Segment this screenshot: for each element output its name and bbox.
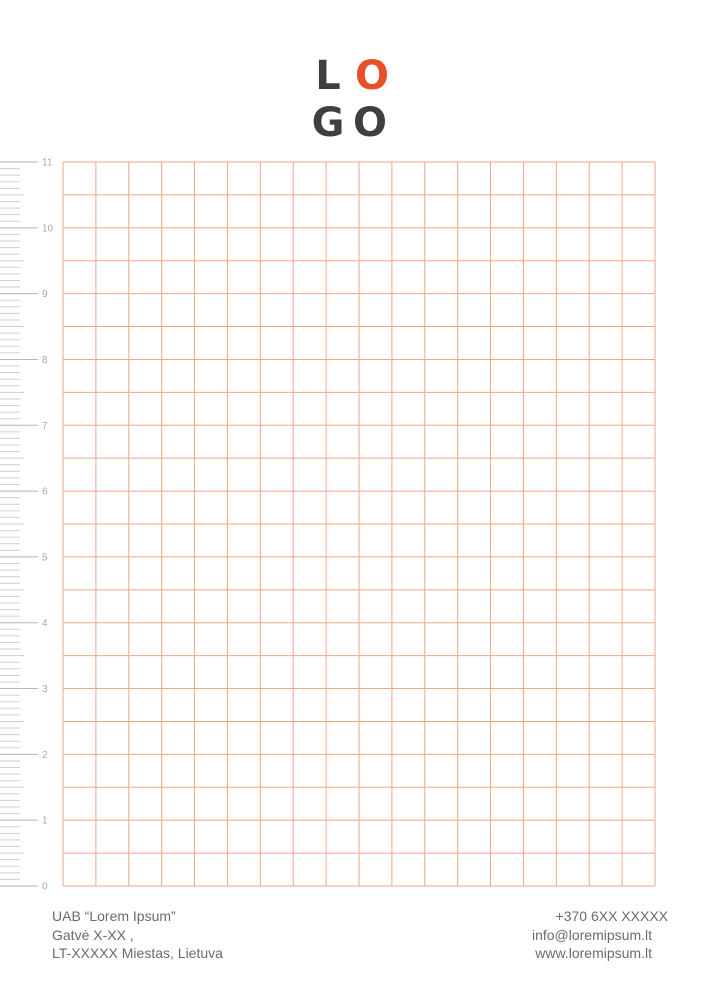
ruler-label: 11 <box>42 158 53 169</box>
ruler: 0 1 2 3 4 5 6 7 8 9 10 11 <box>0 158 54 893</box>
ruler-label: 8 <box>42 355 48 366</box>
logo-letter: O <box>353 100 387 146</box>
company-name: UAB “Lorem Ipsum” <box>52 908 176 924</box>
logo-letter: L <box>315 53 341 99</box>
ruler-label: 2 <box>42 750 48 761</box>
ruler-label: 1 <box>42 816 48 827</box>
email: info@loremipsum.lt <box>531 926 652 943</box>
city: LT-XXXXX Miestas, Lietuva <box>52 945 223 961</box>
ruler-label: 0 <box>42 882 48 893</box>
ruler-label: 9 <box>42 289 48 300</box>
ruler-label: 10 <box>42 223 54 234</box>
logo: L O G O <box>312 53 389 146</box>
footer-right: +370 6XX XXXXX info@loremipsum.lt www.lo… <box>532 907 668 963</box>
logo-letter: G <box>312 100 345 146</box>
ruler-label: 7 <box>42 421 48 432</box>
footer-left: UAB “Lorem Ipsum” Gatvė X-XX , LT-XXXXX … <box>52 907 223 963</box>
logo-letter: O <box>355 53 389 99</box>
phone: +370 6XX XXXXX <box>555 908 668 924</box>
street: Gatvė X-XX , <box>52 926 134 943</box>
ruler-label: 3 <box>42 684 48 695</box>
grid <box>62 161 656 887</box>
ruler-label: 4 <box>42 618 48 629</box>
website: www.loremipsum.lt <box>535 945 652 961</box>
ruler-label: 5 <box>42 552 48 563</box>
ruler-label: 6 <box>42 487 48 498</box>
